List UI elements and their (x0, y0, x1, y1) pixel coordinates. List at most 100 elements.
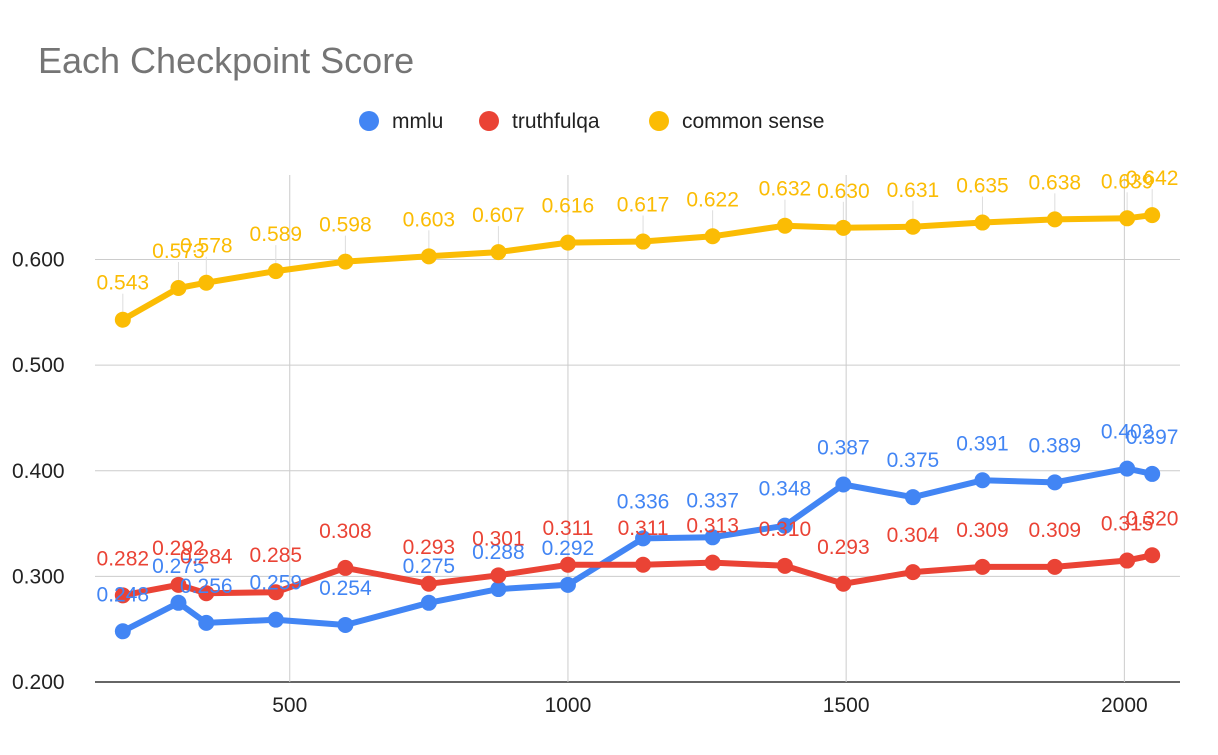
data-label: 0.632 (759, 178, 812, 201)
data-point[interactable] (490, 567, 507, 584)
data-label: 0.397 (1126, 426, 1179, 449)
data-label: 0.309 (1029, 519, 1082, 542)
data-point[interactable] (776, 217, 793, 234)
data-label: 0.288 (472, 541, 525, 564)
data-point[interactable] (776, 517, 793, 534)
data-point[interactable] (198, 614, 215, 631)
data-point[interactable] (1144, 547, 1161, 564)
data-point[interactable] (490, 244, 507, 261)
data-point[interactable] (635, 530, 652, 547)
data-label: 0.304 (887, 524, 940, 547)
legend-swatch (649, 111, 669, 131)
data-point[interactable] (704, 554, 721, 571)
data-point[interactable] (420, 594, 437, 611)
data-point[interactable] (1046, 558, 1063, 575)
data-label: 0.402 (1101, 421, 1154, 444)
data-point[interactable] (170, 594, 187, 611)
data-point[interactable] (974, 214, 991, 231)
series-lines (114, 207, 1161, 640)
data-point[interactable] (1046, 474, 1063, 491)
data-label: 0.578 (180, 235, 233, 258)
data-point[interactable] (904, 489, 921, 506)
grid-lines (95, 175, 1180, 683)
data-point[interactable] (170, 576, 187, 593)
y-tick-label: 0.200 (12, 671, 65, 694)
legend-item[interactable]: truthfulqa (479, 110, 600, 133)
data-point[interactable] (704, 228, 721, 245)
data-label: 0.275 (403, 555, 456, 578)
data-point[interactable] (267, 263, 284, 280)
data-point[interactable] (559, 556, 576, 573)
legend-label: mmlu (392, 110, 443, 133)
data-point[interactable] (420, 575, 437, 592)
data-point[interactable] (1144, 465, 1161, 482)
data-point[interactable] (198, 585, 215, 602)
data-label: 0.337 (686, 489, 739, 512)
data-point[interactable] (114, 623, 131, 640)
data-label: 0.284 (180, 545, 233, 568)
data-point[interactable] (904, 218, 921, 235)
legend-swatch (479, 111, 499, 131)
data-point[interactable] (559, 234, 576, 251)
data-point[interactable] (267, 584, 284, 601)
data-point[interactable] (1119, 552, 1136, 569)
legend-item[interactable]: mmlu (359, 110, 443, 133)
data-label: 0.254 (319, 577, 372, 600)
legend-item[interactable]: common sense (649, 110, 824, 133)
data-label: 0.391 (956, 432, 1009, 455)
data-point[interactable] (420, 248, 437, 265)
data-point[interactable] (974, 558, 991, 575)
data-point[interactable] (635, 233, 652, 250)
data-point[interactable] (337, 616, 354, 633)
y-tick-label: 0.500 (12, 354, 65, 377)
data-label: 0.387 (817, 436, 870, 459)
legend-label: common sense (682, 110, 824, 133)
data-label: 0.348 (759, 478, 812, 501)
data-label: 0.293 (403, 536, 456, 559)
data-point[interactable] (170, 280, 187, 297)
data-point[interactable] (559, 576, 576, 593)
data-label: 0.616 (542, 195, 595, 218)
data-point[interactable] (835, 219, 852, 236)
data-point[interactable] (904, 564, 921, 581)
data-label: 0.313 (686, 515, 739, 538)
y-tick-label: 0.600 (12, 249, 65, 272)
data-label: 0.310 (759, 518, 812, 541)
data-point[interactable] (974, 472, 991, 489)
data-label: 0.311 (618, 517, 669, 540)
data-point[interactable] (776, 557, 793, 574)
data-point[interactable] (1144, 207, 1161, 224)
data-point[interactable] (635, 556, 652, 573)
data-point[interactable] (267, 611, 284, 628)
data-point[interactable] (1119, 460, 1136, 477)
data-point[interactable] (490, 581, 507, 598)
data-label: 0.598 (319, 214, 372, 237)
data-point[interactable] (337, 253, 354, 270)
data-point[interactable] (337, 559, 354, 576)
data-label: 0.573 (152, 240, 205, 263)
data-label: 0.635 (956, 175, 1009, 198)
chart-title: Each Checkpoint Score (38, 40, 415, 81)
x-tick-label: 2000 (1101, 694, 1148, 717)
data-point[interactable] (114, 311, 131, 328)
data-label: 0.607 (472, 204, 525, 227)
data-point[interactable] (1119, 210, 1136, 227)
data-label: 0.622 (686, 188, 739, 211)
y-axis: 0.200 0.300 0.400 0.500 0.600 (12, 249, 65, 695)
data-label: 0.293 (817, 536, 870, 559)
data-label: 0.603 (403, 208, 456, 231)
data-point[interactable] (835, 575, 852, 592)
data-point[interactable] (835, 476, 852, 493)
data-point[interactable] (1046, 211, 1063, 228)
y-tick-label: 0.300 (12, 565, 65, 588)
data-label: 0.630 (817, 180, 870, 203)
data-label: 0.543 (97, 272, 150, 295)
data-label: 0.292 (152, 537, 205, 560)
data-point[interactable] (198, 274, 215, 291)
x-tick-label: 1500 (823, 694, 870, 717)
data-point[interactable] (704, 529, 721, 546)
data-label: 0.259 (250, 572, 303, 595)
data-point[interactable] (114, 587, 131, 604)
data-label: 0.315 (1101, 513, 1154, 536)
